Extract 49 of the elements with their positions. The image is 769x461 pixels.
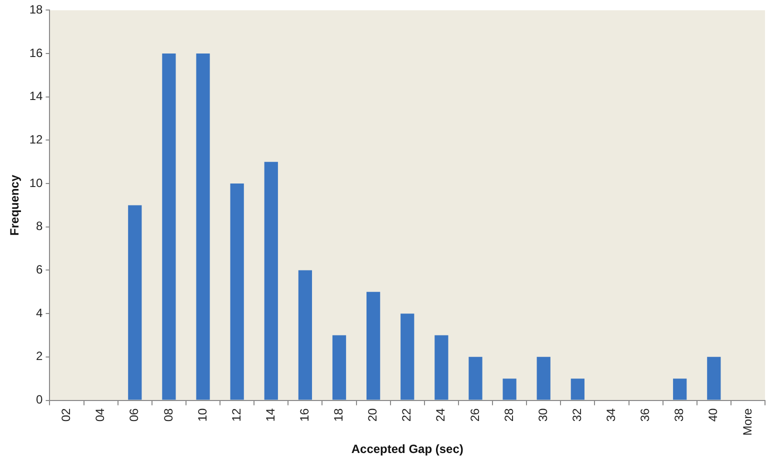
bar bbox=[707, 356, 721, 400]
x-tick-label: 36 bbox=[638, 408, 652, 422]
y-tick-label: 2 bbox=[36, 349, 44, 364]
bar bbox=[536, 356, 550, 400]
y-tick-label: 0 bbox=[36, 392, 44, 407]
x-tick-label: 16 bbox=[298, 408, 312, 422]
bar bbox=[502, 378, 516, 400]
bar bbox=[468, 356, 482, 400]
y-tick-label: 6 bbox=[36, 262, 44, 277]
y-tick-label: 14 bbox=[29, 89, 44, 104]
bar bbox=[230, 184, 244, 400]
bar bbox=[400, 314, 414, 400]
bar bbox=[570, 378, 584, 400]
y-tick-label: 10 bbox=[29, 176, 44, 190]
x-tick-label: 02 bbox=[59, 408, 74, 422]
x-tick-label: 14 bbox=[263, 408, 278, 422]
y-tick-label: 16 bbox=[29, 46, 44, 60]
x-tick-label: 10 bbox=[195, 408, 210, 422]
y-tick-label: 12 bbox=[29, 132, 44, 147]
x-tick-label: 30 bbox=[536, 408, 550, 422]
y-axis-title: Frequency bbox=[8, 174, 22, 236]
x-tick-label: 18 bbox=[332, 408, 346, 422]
bar bbox=[434, 335, 448, 400]
x-tick-label: 34 bbox=[604, 408, 618, 422]
x-tick-label: More bbox=[740, 408, 754, 436]
x-tick-label: 24 bbox=[434, 408, 448, 422]
bar bbox=[673, 378, 687, 400]
x-tick-label: 26 bbox=[468, 408, 482, 422]
x-axis-title: Accepted Gap (sec) bbox=[351, 442, 464, 456]
x-tick-label: 28 bbox=[502, 408, 516, 422]
x-tick-label: 38 bbox=[672, 408, 686, 422]
x-tick-label: 32 bbox=[570, 408, 584, 422]
bar bbox=[298, 270, 312, 400]
y-tick-label: 18 bbox=[29, 2, 44, 17]
y-tick-label: 4 bbox=[36, 306, 44, 320]
y-tick-label: 8 bbox=[36, 219, 44, 234]
bar bbox=[366, 292, 380, 400]
bar bbox=[196, 54, 210, 400]
x-tick-label: 20 bbox=[366, 408, 380, 422]
x-tick-label: 08 bbox=[161, 408, 176, 422]
x-tick-label: 04 bbox=[93, 408, 108, 422]
bar bbox=[264, 162, 278, 400]
x-tick-label: 12 bbox=[229, 408, 244, 422]
x-tick-label: 40 bbox=[706, 408, 720, 422]
bar bbox=[162, 54, 176, 400]
x-tick-label: 22 bbox=[400, 408, 414, 422]
x-tick-label: 06 bbox=[127, 408, 142, 422]
bar bbox=[128, 205, 142, 400]
bar bbox=[332, 335, 346, 400]
